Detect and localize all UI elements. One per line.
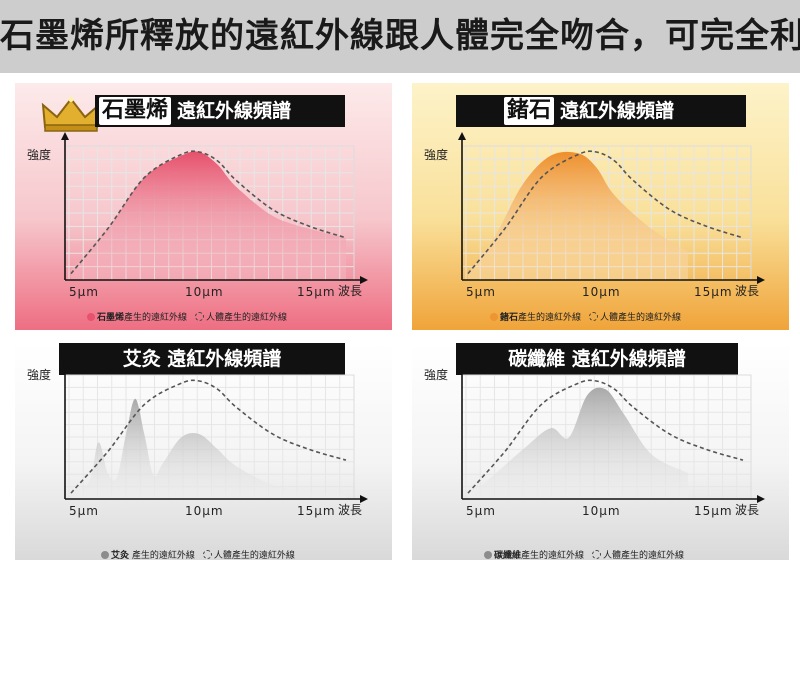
material-spectrum-area [468,151,688,280]
x-tick-label: 5μm [69,285,99,299]
legend-material: 艾灸 [111,551,130,560]
legend-material: 石墨烯 [97,313,125,323]
y-axis-arrow-icon [61,361,69,369]
x-tick-label: 15μm [297,504,336,518]
carbon-fiber-spectrum-panel: 碳纖維 遠紅外線頻譜 強度波長 5μm 10μm 15μm 碳纖維產生的遠紅外線 人體產… [412,343,789,560]
germanium-title-text: 遠紅外線頻譜 [560,100,675,122]
germanium-title-bar: 鍺石 遠紅外線頻譜 [456,95,746,127]
y-axis-arrow-icon [61,132,69,140]
x-tick-label: 15μm [694,504,733,518]
human-spectrum-curve [467,379,744,494]
x-tick-label: 5μm [466,504,496,518]
x-axis-label: 波長 [735,284,759,298]
carbon-fiber-title-bar: 碳纖維 遠紅外線頻譜 [456,343,738,375]
legend-material-suffix: 產生的遠紅外線 [521,551,585,560]
legend-material: 鍺石 [500,313,519,323]
legend-human: 人體產生的遠紅外線 [213,551,295,560]
x-axis-arrow-icon [757,276,765,284]
legend-material-suffix: 產生的遠紅外線 [518,313,582,323]
x-tick-label: 5μm [466,285,496,299]
page-title: 石墨烯所釋放的遠紅外線跟人體完全吻合，可完全利用 [0,16,800,56]
moxibustion-spectrum-panel: 艾灸 遠紅外線頻譜 強度波長 5μm 10μm 15μm 艾灸 產生的遠紅外線 人體產生… [15,343,392,560]
legend-human: 人體產生的遠紅外線 [603,551,685,560]
material-spectrum-area [468,387,688,499]
graphene-title-text: 遠紅外線頻譜 [177,100,292,122]
legend-material-suffix: 產生的遠紅外線 [124,313,188,323]
x-tick-label: 10μm [582,504,621,518]
x-tick-label: 10μm [185,285,224,299]
human-legend-ring-icon [202,550,212,559]
graphene-title-bar: 石墨烯 遠紅外線頻譜 [95,95,345,127]
germanium-title-boxed: 鍺石 [502,95,557,127]
y-axis-arrow-icon [458,132,466,140]
y-axis-label: 強度 [424,147,448,162]
x-axis-label: 波長 [735,503,759,517]
graphene-spectrum-panel: 石墨烯 遠紅外線頻譜 強度 波長 5μm 10μm 15μm 石墨烯產生的遠紅外線 人體產生… [15,83,392,330]
germanium-legend-dot-icon [490,313,498,321]
human-legend-ring-icon [592,550,602,559]
carbon-fiber-legend-dot-icon [484,551,492,559]
human-spectrum-curve [70,379,347,494]
graphene-title-boxed: 石墨烯 [97,95,174,127]
x-tick-label: 10μm [185,504,224,518]
y-axis-label: 強度 [27,147,51,162]
legend-human: 人體產生的遠紅外線 [600,313,682,323]
graphene-legend: 石墨烯產生的遠紅外線 人體產生的遠紅外線 [87,310,287,323]
legend-human: 人體產生的遠紅外線 [206,313,288,323]
human-legend-ring-icon [195,312,205,321]
germanium-legend: 鍺石產生的遠紅外線 人體產生的遠紅外線 [490,310,681,323]
x-tick-label: 10μm [582,285,621,299]
y-axis-label: 強度 [424,367,448,382]
y-axis-arrow-icon [458,361,466,369]
legend-material-suffix: 產生的遠紅外線 [129,551,195,560]
material-spectrum-area [71,398,346,499]
moxibustion-legend: 艾灸 產生的遠紅外線 人體產生的遠紅外線 [101,548,295,560]
x-axis-arrow-icon [757,495,765,503]
graphene-legend-dot-icon [87,313,95,321]
moxibustion-title-bar: 艾灸 遠紅外線頻譜 [59,343,345,375]
human-legend-ring-icon [589,312,599,321]
x-axis-label: 波長 [338,284,362,298]
x-tick-label: 15μm [694,285,733,299]
carbon-fiber-legend: 碳纖維產生的遠紅外線 人體產生的遠紅外線 [484,548,684,560]
x-axis-arrow-icon [360,276,368,284]
x-axis-arrow-icon [360,495,368,503]
x-tick-label: 5μm [69,504,99,518]
moxibustion-legend-dot-icon [101,551,109,559]
legend-material: 碳纖維 [494,551,522,560]
x-tick-label: 15μm [297,285,336,299]
x-axis-label: 波長 [338,503,362,517]
germanium-spectrum-panel: 鍺石 遠紅外線頻譜 強度 波長 5μm 10μm 15μm 鍺石產生的遠紅外線 人體產生的遠… [412,83,789,330]
y-axis-label: 強度 [27,367,51,382]
page-header: 石墨烯所釋放的遠紅外線跟人體完全吻合，可完全利用 [0,0,800,73]
